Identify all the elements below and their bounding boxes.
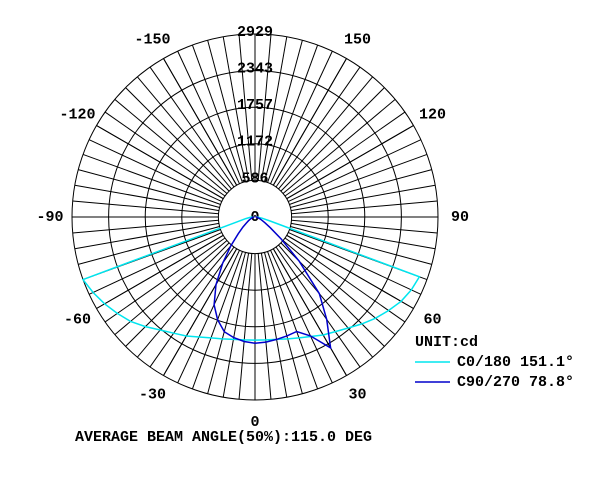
angle-tick-label: -120 (59, 106, 95, 123)
angle-tick (272, 248, 347, 376)
r-tick-label: 586 (241, 170, 268, 187)
angle-tick-label: 120 (419, 106, 446, 123)
angle-tick (163, 58, 238, 186)
r-tick-label: 1172 (237, 134, 273, 151)
angle-tick-label: -30 (139, 387, 166, 404)
angle-tick-label: -90 (36, 209, 63, 226)
angle-tick (272, 58, 347, 186)
curve (81, 216, 421, 341)
angle-tick-label: 30 (348, 387, 366, 404)
unit-label: UNIT:cd (415, 334, 478, 351)
angle-tick-label: -60 (64, 311, 91, 328)
angle-tick (96, 234, 224, 309)
angle-tick-label: 90 (451, 209, 469, 226)
legend-label: C90/270 78.8° (457, 374, 574, 391)
r-tick-label: 2929 (237, 24, 273, 41)
legend-label: C0/180 151.1° (457, 354, 574, 371)
angle-tick-label: -150 (134, 31, 170, 48)
angle-tick-label: 60 (424, 311, 442, 328)
angle-tick (286, 234, 414, 309)
footer: AVERAGE BEAM ANGLE(50%):115.0 DEG (75, 429, 372, 446)
r-tick-label: 2343 (237, 61, 273, 78)
angle-tick (286, 125, 414, 200)
angle-tick-label: 150 (344, 31, 371, 48)
r-tick-label: 1757 (237, 97, 273, 114)
curve (213, 216, 332, 350)
r-tick-label: 0 (250, 209, 259, 226)
angle-tick (96, 125, 224, 200)
angle-tick (163, 248, 238, 376)
angle-tick-label: 0 (250, 414, 259, 431)
